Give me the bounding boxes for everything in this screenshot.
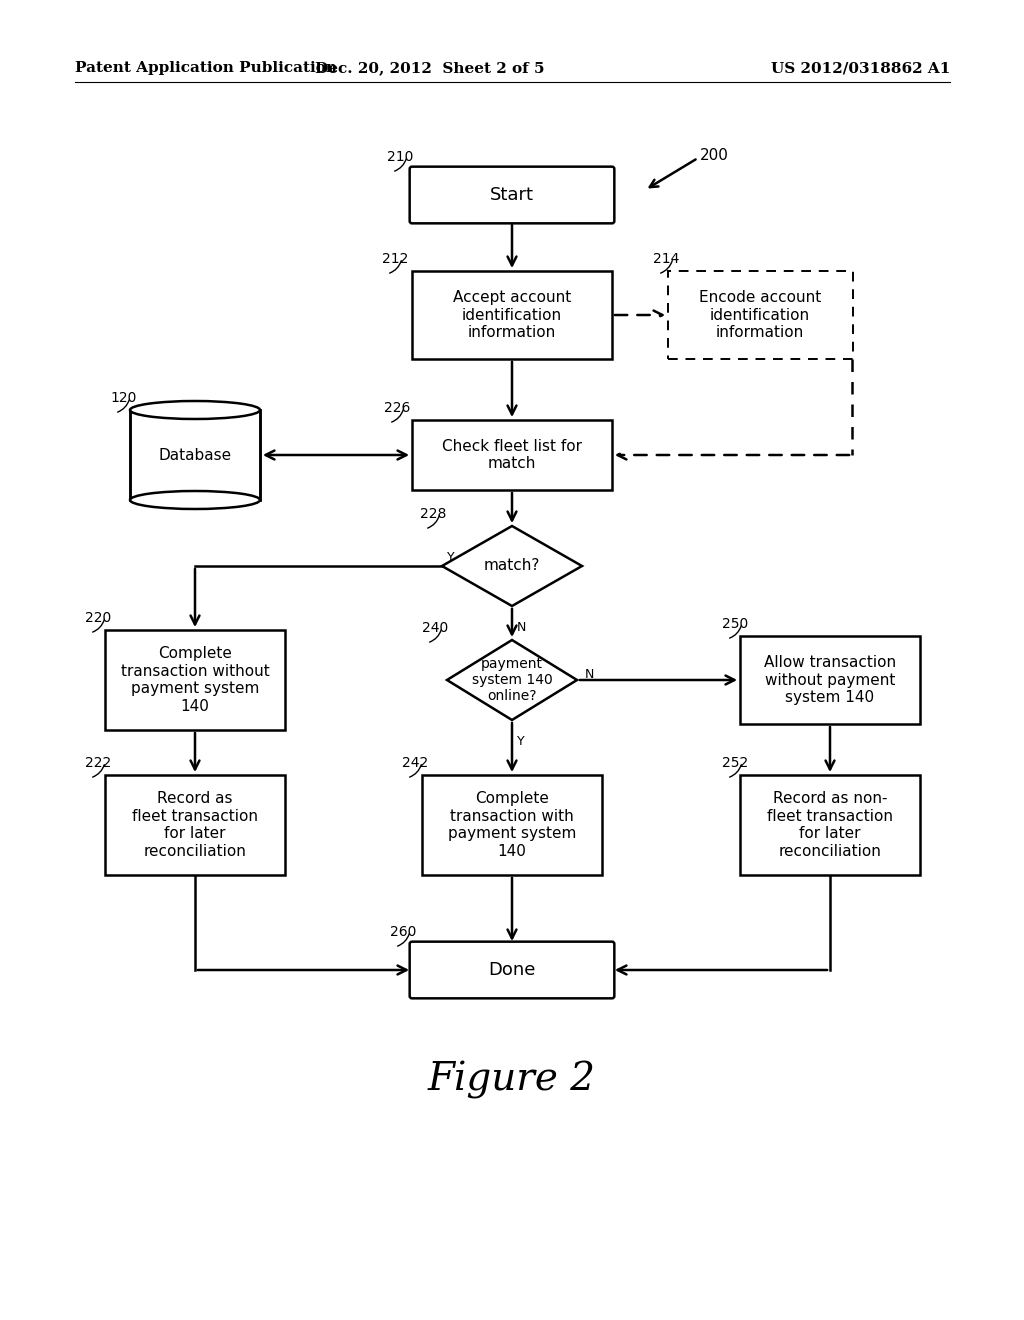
Text: Done: Done — [488, 961, 536, 979]
Text: Patent Application Publication: Patent Application Publication — [75, 61, 337, 75]
FancyBboxPatch shape — [410, 941, 614, 998]
Text: 242: 242 — [402, 756, 428, 770]
Ellipse shape — [130, 401, 260, 418]
Text: Dec. 20, 2012  Sheet 2 of 5: Dec. 20, 2012 Sheet 2 of 5 — [315, 61, 545, 75]
Polygon shape — [442, 525, 582, 606]
Text: 210: 210 — [387, 150, 414, 164]
Text: 240: 240 — [422, 620, 449, 635]
Text: 214: 214 — [653, 252, 679, 267]
Text: Allow transaction
without payment
system 140: Allow transaction without payment system… — [764, 655, 896, 705]
Text: 200: 200 — [700, 148, 729, 162]
Text: Check fleet list for
match: Check fleet list for match — [442, 438, 582, 471]
Text: 120: 120 — [110, 391, 136, 405]
Text: N: N — [517, 620, 526, 634]
Bar — [740, 775, 920, 875]
Bar — [130, 411, 260, 500]
Text: 220: 220 — [85, 611, 112, 624]
Text: 250: 250 — [722, 616, 749, 631]
Bar — [105, 775, 285, 875]
Polygon shape — [447, 640, 577, 719]
Text: Record as non-
fleet transaction
for later
reconciliation: Record as non- fleet transaction for lat… — [767, 792, 893, 858]
Text: Y: Y — [447, 550, 455, 564]
Text: 228: 228 — [420, 507, 446, 521]
Ellipse shape — [130, 491, 260, 510]
Text: payment
system 140
online?: payment system 140 online? — [472, 657, 552, 704]
Text: match?: match? — [483, 558, 541, 573]
Text: 260: 260 — [390, 925, 417, 939]
Bar — [412, 271, 612, 359]
Text: 226: 226 — [384, 401, 411, 414]
Text: Start: Start — [490, 186, 534, 205]
Text: US 2012/0318862 A1: US 2012/0318862 A1 — [771, 61, 950, 75]
Bar — [412, 420, 612, 490]
Bar — [668, 271, 853, 359]
Text: Figure 2: Figure 2 — [428, 1061, 596, 1100]
Bar — [422, 775, 602, 875]
FancyBboxPatch shape — [410, 166, 614, 223]
Text: N: N — [585, 668, 594, 681]
Text: 222: 222 — [85, 756, 112, 770]
Text: 212: 212 — [382, 252, 409, 267]
Text: Database: Database — [159, 447, 231, 462]
Text: Y: Y — [517, 735, 524, 748]
Text: 252: 252 — [722, 756, 749, 770]
Bar — [740, 636, 920, 723]
Text: Record as
fleet transaction
for later
reconciliation: Record as fleet transaction for later re… — [132, 792, 258, 858]
Text: Accept account
identification
information: Accept account identification informatio… — [453, 290, 571, 339]
Text: Complete
transaction with
payment system
140: Complete transaction with payment system… — [447, 792, 577, 858]
Bar — [105, 630, 285, 730]
Text: Complete
transaction without
payment system
140: Complete transaction without payment sys… — [121, 647, 269, 714]
Text: Encode account
identification
information: Encode account identification informatio… — [698, 290, 821, 339]
